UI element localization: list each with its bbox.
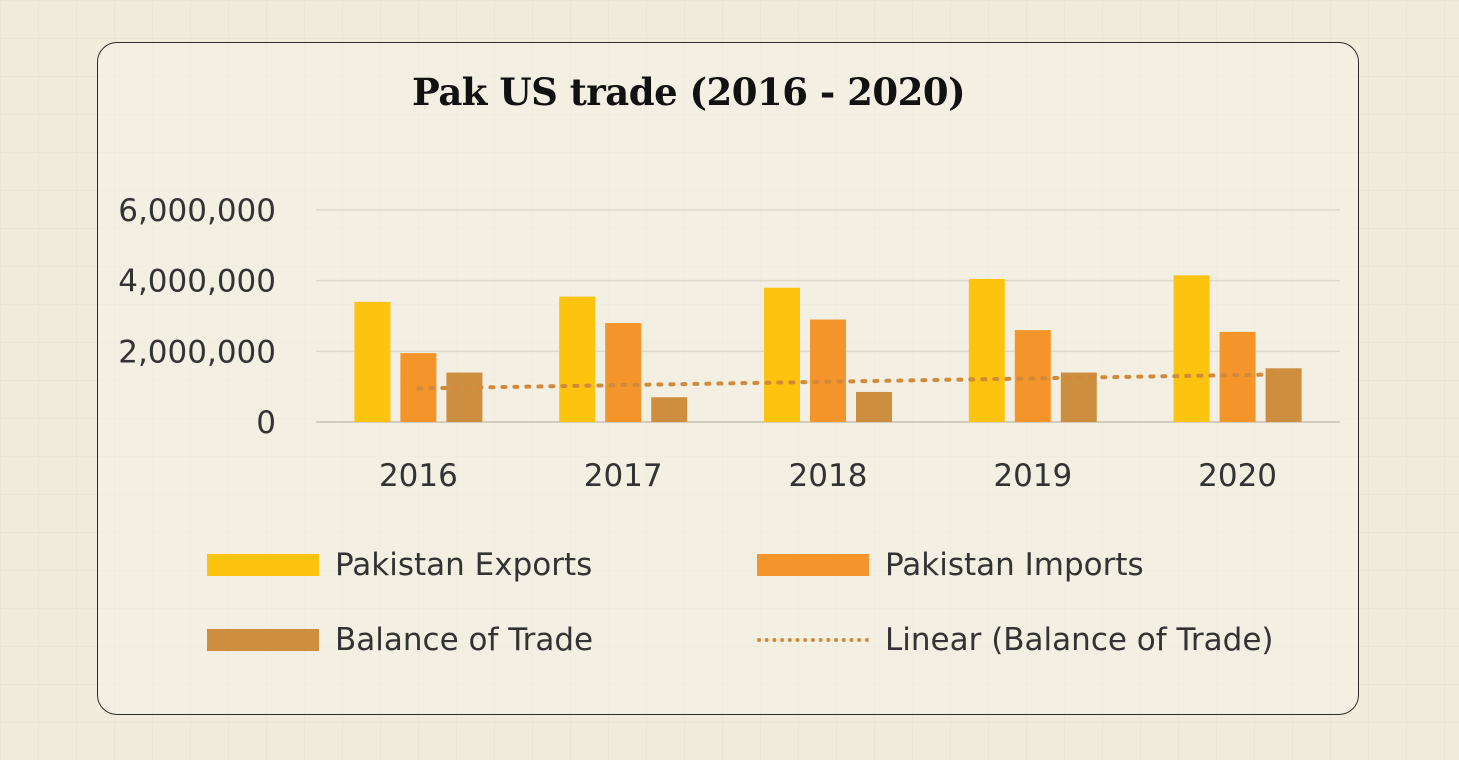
bar-pakistan-exports-2020 (1173, 275, 1210, 422)
bar-pakistan-exports-2017 (559, 296, 596, 422)
x-tick-label: 2019 (993, 458, 1072, 494)
chart-title: Pak US trade (2016 - 2020) (412, 70, 966, 114)
x-tick-label: 2016 (379, 458, 458, 494)
bar-pakistan-imports-2018 (810, 319, 846, 422)
y-tick-label: 2,000,000 (118, 334, 276, 370)
y-axis-ticks: 0 2,000,000 4,000,000 6,000,000 (118, 193, 276, 441)
x-tick-label: 2017 (584, 458, 663, 494)
y-tick-label: 0 (256, 405, 276, 441)
bar-pakistan-imports-2019 (1014, 330, 1051, 422)
x-tick-label: 2018 (789, 458, 868, 494)
bar-pakistan-exports-2016 (354, 301, 391, 422)
trendline (416, 372, 1286, 391)
bar-balance-of-trade-2017 (651, 397, 688, 422)
bar-pakistan-exports-2019 (968, 278, 1005, 422)
y-tick-label: 6,000,000 (118, 193, 276, 229)
bar-pakistan-exports-2018 (764, 287, 800, 422)
y-tick-label: 4,000,000 (118, 264, 276, 300)
trendline-balance-of-trade (416, 372, 1286, 391)
x-axis-categories: 2016 2017 2018 2019 2020 (379, 458, 1277, 494)
x-tick-label: 2020 (1198, 458, 1277, 494)
bar-pakistan-imports-2017 (605, 323, 642, 422)
bars (354, 275, 1302, 422)
bar-balance-of-trade-2018 (856, 391, 892, 422)
bar-balance-of-trade-2019 (1060, 372, 1097, 422)
bar-balance-of-trade-2020 (1265, 368, 1302, 422)
bar-balance-of-trade-2016 (446, 372, 483, 422)
chart-card (97, 42, 1359, 715)
